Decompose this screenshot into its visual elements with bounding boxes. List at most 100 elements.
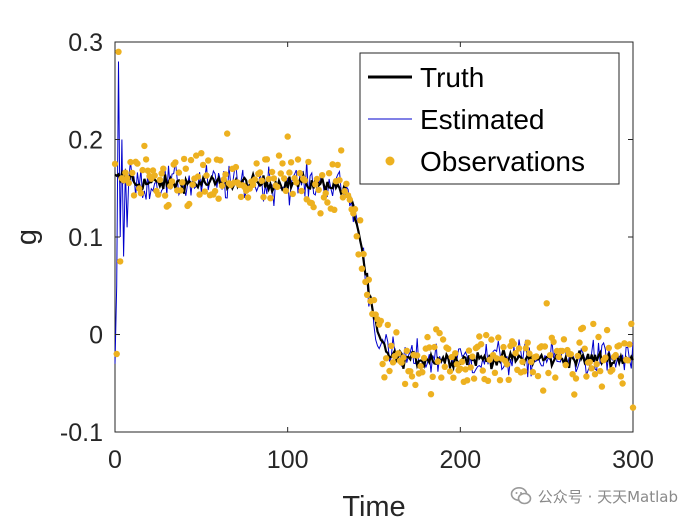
observation-point (479, 367, 486, 374)
observation-point (211, 187, 219, 195)
legend: Truth Estimated Observations (359, 52, 620, 185)
observation-point (560, 336, 568, 343)
observation-point (139, 166, 146, 174)
observation-point (590, 320, 597, 328)
observation-point (609, 366, 616, 373)
observation-point (353, 233, 360, 240)
observation-point (134, 160, 141, 167)
observation-point (403, 347, 410, 354)
observation-point (386, 367, 393, 375)
y-tick-label: 0.3 (68, 29, 103, 57)
series-layer (111, 48, 637, 411)
observation-point (477, 341, 485, 348)
observation-point (218, 182, 226, 189)
observation-point (329, 161, 336, 168)
observation-point (130, 192, 138, 199)
observation-point (358, 265, 366, 272)
observation-point (355, 251, 362, 258)
observation-point (439, 336, 447, 343)
observation-point (312, 181, 319, 188)
observation-point (341, 188, 348, 195)
observation-point (510, 340, 518, 347)
observation-point (500, 343, 507, 351)
observation-point (196, 191, 203, 198)
observation-point (186, 200, 193, 208)
observation-point (605, 344, 612, 352)
observation-point (279, 160, 286, 167)
observation-point (491, 369, 499, 376)
y-tick-label: 0 (89, 322, 103, 350)
observation-point (540, 387, 547, 394)
observation-point (436, 329, 443, 337)
observation-point (237, 193, 245, 201)
observation-point (493, 355, 500, 362)
observation-point (338, 147, 345, 154)
observation-point (281, 175, 288, 182)
y-tick-label: 0.2 (68, 127, 103, 155)
observation-point (598, 383, 606, 390)
observation-point (424, 333, 431, 341)
observation-point (612, 351, 619, 359)
x-tick-label: 200 (439, 446, 481, 474)
observation-point (419, 369, 426, 376)
observation-point (603, 326, 611, 334)
observation-point (244, 194, 252, 201)
observation-point (617, 373, 625, 380)
observation-point (588, 365, 595, 372)
observation-point (377, 317, 385, 325)
observation-point (445, 345, 452, 352)
observation-point (467, 364, 474, 371)
observation-point (322, 190, 329, 197)
observation-point (115, 48, 122, 55)
observation-point (462, 366, 469, 373)
observation-point (111, 160, 119, 168)
observation-point (382, 355, 390, 362)
observation-point (552, 374, 559, 381)
observation-point (187, 156, 195, 164)
observation-point (301, 177, 309, 184)
observation-point (282, 187, 290, 194)
observation-point (541, 343, 549, 350)
observation-point (346, 196, 353, 203)
observation-point (388, 342, 395, 349)
observation-point (576, 339, 583, 346)
observation-point (180, 155, 188, 163)
observation-point (137, 190, 145, 197)
observation-point (324, 199, 331, 206)
observation-point (325, 170, 333, 177)
observation-point (527, 358, 535, 366)
observation-point (277, 170, 284, 177)
x-tick-label: 100 (267, 446, 309, 474)
observation-point (125, 179, 132, 187)
observation-point (251, 176, 259, 183)
observation-point (370, 296, 378, 304)
observation-point (483, 331, 490, 339)
observation-point (313, 175, 321, 183)
y-tick-label: -0.1 (60, 419, 103, 447)
observation-point (203, 172, 210, 179)
observation-point (224, 130, 231, 137)
y-axis-label: g (11, 229, 43, 245)
observation-point (189, 181, 196, 188)
observation-point (267, 195, 274, 202)
observation-point (336, 177, 343, 184)
observation-point (201, 188, 208, 195)
observation-point (469, 353, 476, 360)
observation-point (194, 173, 202, 180)
observation-point (486, 356, 493, 363)
observation-point (315, 186, 322, 194)
observation-point (142, 156, 150, 163)
observation-point (268, 168, 276, 176)
observation-point (515, 345, 523, 352)
observation-point (141, 142, 148, 150)
observation-point (113, 350, 120, 358)
observation-point (457, 365, 464, 372)
observation-point (177, 187, 184, 194)
observation-point (363, 291, 371, 298)
observation-point (379, 360, 386, 368)
observation-point (417, 363, 424, 370)
observation-point (597, 367, 604, 375)
observation-point (470, 375, 478, 382)
observation-point (571, 391, 578, 398)
observation-point (431, 343, 438, 351)
